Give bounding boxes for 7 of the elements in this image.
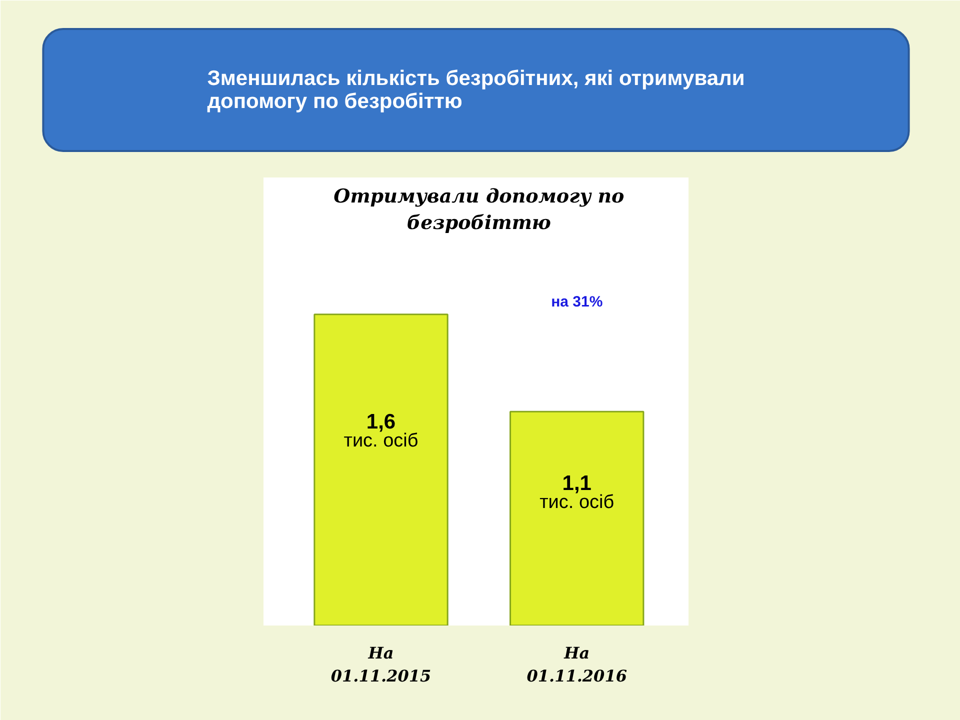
data-label: 1,6 тис. осіб	[344, 410, 418, 452]
text: на 31%	[551, 293, 603, 310]
x-tick-label: На 01.11.2016	[526, 644, 627, 686]
chart-subtitle: Отримували допомогу по безробіттю	[334, 186, 625, 234]
chart-title: Зменшилась кількість безробітних, які отримували допомогу по безробіттю	[207, 67, 745, 113]
x-tick-label: На 01.11.2015	[330, 644, 432, 686]
data-label: 1,1 тис. осіб	[540, 472, 614, 513]
